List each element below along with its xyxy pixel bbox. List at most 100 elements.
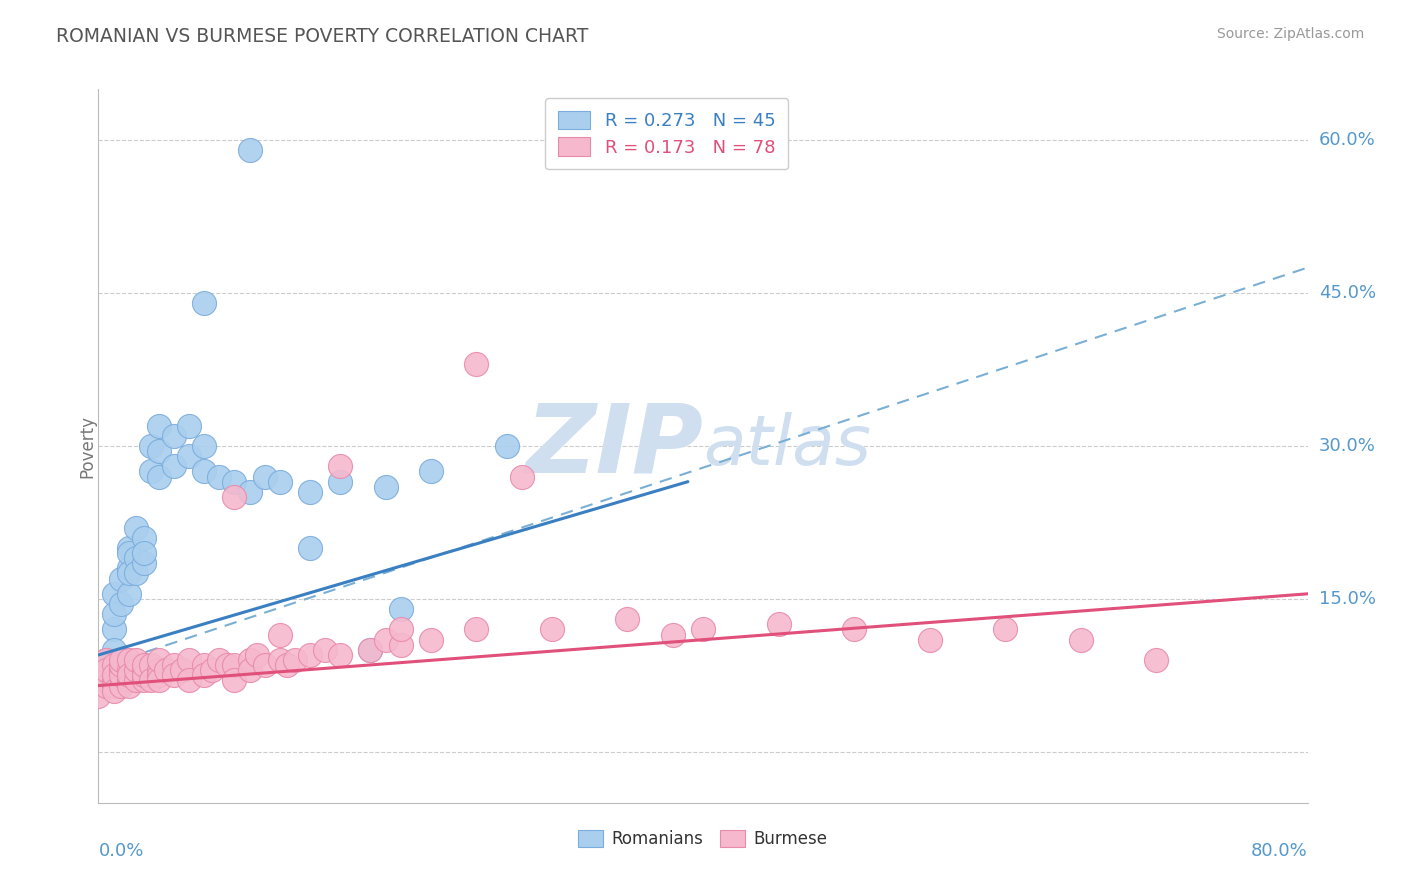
Point [103, 658, 125, 673]
Point [103, 673, 125, 688]
Point [360, 643, 382, 657]
Point [125, 566, 148, 581]
Point [193, 439, 215, 453]
Point [155, 663, 177, 677]
Point [148, 469, 170, 483]
Point [118, 663, 141, 677]
Point [224, 490, 246, 504]
Point [103, 607, 125, 622]
Text: 15.0%: 15.0% [1319, 590, 1375, 608]
Point [239, 144, 262, 158]
Point [510, 469, 533, 483]
Point [253, 658, 276, 673]
Point [177, 673, 201, 688]
Point [132, 531, 155, 545]
Point [177, 653, 201, 667]
Point [103, 587, 125, 601]
Point [284, 653, 307, 667]
Point [329, 648, 352, 662]
Point [110, 668, 132, 682]
Text: 80.0%: 80.0% [1251, 842, 1308, 860]
Point [132, 673, 155, 688]
Point [118, 546, 141, 560]
Point [269, 475, 291, 489]
Point [465, 623, 488, 637]
Point [118, 653, 141, 667]
Point [253, 469, 276, 483]
Point [193, 465, 215, 479]
Point [374, 632, 396, 647]
Text: atlas: atlas [703, 412, 870, 480]
Y-axis label: Poverty: Poverty [79, 415, 96, 477]
Point [224, 475, 246, 489]
Point [103, 643, 125, 657]
Point [495, 439, 517, 453]
Point [276, 658, 298, 673]
Point [374, 480, 396, 494]
Point [103, 668, 125, 682]
Point [110, 597, 132, 611]
Point [103, 663, 125, 677]
Point [118, 566, 141, 581]
Point [239, 653, 262, 667]
Point [94, 673, 117, 688]
Point [692, 623, 714, 637]
Point [177, 418, 201, 433]
Text: 45.0%: 45.0% [1319, 284, 1376, 302]
Point [94, 663, 117, 677]
Point [193, 658, 215, 673]
Point [103, 683, 125, 698]
Point [269, 627, 291, 641]
Point [177, 449, 201, 463]
Text: 30.0%: 30.0% [1319, 437, 1375, 455]
Point [768, 617, 790, 632]
Point [269, 653, 291, 667]
Point [125, 673, 148, 688]
Point [110, 679, 132, 693]
Point [246, 648, 269, 662]
Point [118, 587, 141, 601]
Point [314, 643, 336, 657]
Text: Source: ZipAtlas.com: Source: ZipAtlas.com [1216, 27, 1364, 41]
Point [125, 663, 148, 677]
Point [329, 459, 352, 474]
Point [299, 484, 322, 499]
Point [918, 632, 941, 647]
Point [193, 668, 215, 682]
Point [299, 541, 322, 555]
Point [141, 673, 163, 688]
Point [132, 663, 155, 677]
Point [87, 689, 110, 703]
Point [148, 668, 170, 682]
Point [299, 648, 322, 662]
Point [132, 658, 155, 673]
Point [540, 623, 562, 637]
Point [239, 663, 262, 677]
Point [94, 653, 117, 667]
Point [389, 623, 412, 637]
Point [94, 653, 117, 667]
Point [110, 572, 132, 586]
Point [132, 668, 155, 682]
Point [163, 668, 186, 682]
Point [148, 673, 170, 688]
Point [87, 668, 110, 682]
Point [163, 658, 186, 673]
Point [193, 296, 215, 310]
Point [389, 602, 412, 616]
Point [125, 551, 148, 566]
Point [118, 668, 141, 682]
Point [616, 612, 638, 626]
Point [94, 679, 117, 693]
Point [163, 459, 186, 474]
Point [170, 663, 193, 677]
Text: 60.0%: 60.0% [1319, 131, 1375, 149]
Point [1144, 653, 1167, 667]
Point [148, 653, 170, 667]
Point [201, 663, 224, 677]
Point [118, 673, 141, 688]
Point [465, 358, 488, 372]
Point [215, 658, 238, 673]
Point [224, 673, 246, 688]
Point [224, 658, 246, 673]
